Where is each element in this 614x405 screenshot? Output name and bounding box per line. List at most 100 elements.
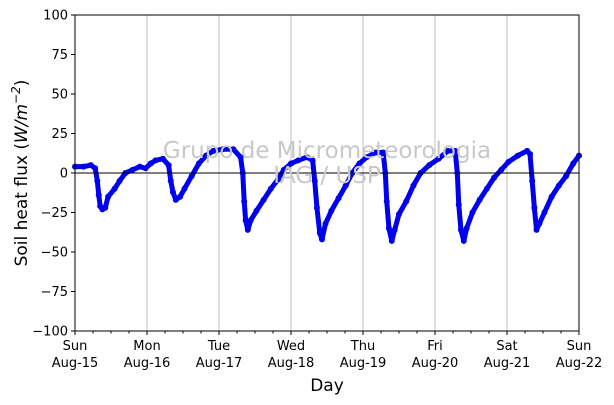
y-tick-label: 50 <box>51 88 68 103</box>
data-point <box>531 204 538 211</box>
data-point <box>303 154 310 161</box>
x-tick-label-weekday: Sun <box>567 339 592 354</box>
data-point <box>280 166 287 173</box>
data-point <box>95 192 102 199</box>
data-point <box>335 195 342 202</box>
y-tick-label: −75 <box>41 285 68 300</box>
data-point <box>241 198 248 205</box>
y-axis-ticks: −100 −75 −50 −25 0 25 50 75 100 <box>32 9 75 340</box>
y-tick-label: 100 <box>43 9 68 24</box>
data-point <box>111 185 118 192</box>
data-point <box>396 211 402 218</box>
data-point <box>541 209 548 216</box>
data-point <box>328 207 335 214</box>
data-point <box>87 162 94 169</box>
data-point <box>498 166 505 173</box>
data-point <box>311 177 318 184</box>
data-point <box>152 157 159 164</box>
x-tick-label-date: Aug-19 <box>340 356 387 371</box>
data-point <box>242 217 249 224</box>
x-tick-label-date: Aug-21 <box>484 356 531 371</box>
data-point <box>165 162 172 169</box>
data-point <box>342 182 349 189</box>
data-point <box>188 173 195 180</box>
data-point <box>92 165 99 172</box>
data-point <box>356 160 363 167</box>
data-point <box>391 226 398 233</box>
data-point <box>460 237 467 244</box>
data-point <box>476 196 483 203</box>
data-point <box>555 182 562 189</box>
y-tick-label: −50 <box>41 246 68 261</box>
data-point <box>260 196 267 203</box>
data-point <box>533 226 540 233</box>
y-tick-label: 25 <box>51 127 68 142</box>
data-point <box>372 149 379 156</box>
data-point <box>142 165 149 172</box>
data-point <box>237 154 244 161</box>
data-point <box>491 174 498 181</box>
data-series-soil-heat-flux <box>72 146 582 244</box>
y-tick-label: 0 <box>60 167 68 182</box>
data-point <box>247 217 254 224</box>
data-point <box>316 230 323 237</box>
data-point <box>159 155 166 162</box>
data-point <box>102 204 109 211</box>
data-point <box>570 160 577 167</box>
data-point <box>105 193 112 200</box>
x-tick-label-weekday: Sat <box>496 339 517 354</box>
x-tick-label-date: Aug-16 <box>124 356 171 371</box>
y-axis-label: Soil heat flux (W/m−2) <box>9 80 32 267</box>
x-tick-label-date: Aug-22 <box>556 356 603 371</box>
data-point <box>410 182 417 189</box>
data-point <box>116 177 123 184</box>
data-point <box>435 155 442 162</box>
data-point <box>403 198 410 205</box>
data-point <box>219 146 226 153</box>
data-point <box>563 173 570 180</box>
y-tick-label: −25 <box>41 206 68 221</box>
data-point <box>309 157 316 164</box>
data-point <box>483 185 490 192</box>
data-point <box>94 177 101 184</box>
data-point <box>267 185 274 192</box>
watermark-line-1: Grupo de Micrometeorologia <box>163 138 491 164</box>
data-point <box>172 196 179 203</box>
x-tick-label-weekday: Fri <box>427 339 443 354</box>
x-tick-label-date: Aug-15 <box>52 356 99 371</box>
data-point <box>313 204 320 211</box>
data-point <box>195 160 202 167</box>
data-point <box>380 149 387 156</box>
watermark-line-2: IAG / USP <box>273 163 381 189</box>
data-point <box>80 163 87 170</box>
data-point <box>230 146 237 153</box>
data-point <box>363 154 370 161</box>
data-point <box>129 166 136 173</box>
data-point <box>275 176 282 183</box>
data-point <box>177 193 184 200</box>
x-tick-label-date: Aug-18 <box>268 356 315 371</box>
data-point <box>426 162 433 169</box>
x-tick-label-weekday: Thu <box>350 339 375 354</box>
data-point <box>452 147 459 154</box>
data-point <box>136 163 143 170</box>
data-point <box>181 185 188 192</box>
x-axis-label: Day <box>310 376 344 396</box>
data-point <box>385 225 392 232</box>
x-tick-label-weekday: Mon <box>133 339 160 354</box>
data-point <box>529 177 536 184</box>
data-point <box>527 151 534 158</box>
data-point <box>203 152 210 159</box>
data-point <box>318 236 325 243</box>
y-tick-label: −100 <box>32 325 68 340</box>
data-point <box>463 225 470 232</box>
data-point <box>548 193 555 200</box>
data-point <box>457 226 464 233</box>
x-tick-label-date: Aug-20 <box>412 356 459 371</box>
data-point <box>167 177 174 184</box>
data-point <box>147 160 154 167</box>
data-point <box>388 237 395 244</box>
data-point <box>444 147 451 154</box>
data-point <box>455 201 462 208</box>
